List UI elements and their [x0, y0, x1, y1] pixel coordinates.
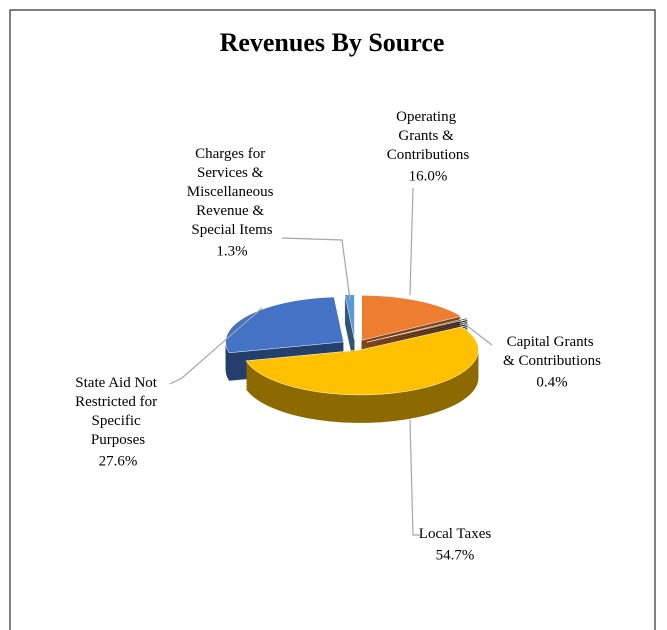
leader-line: [409, 419, 420, 536]
slice-value-label: 16.0%: [409, 168, 448, 184]
leader-line: [461, 321, 493, 346]
slice-value-label: 1.3%: [216, 243, 247, 259]
slice-label-line: Miscellaneous: [187, 184, 277, 200]
slice-label: State Aid Not Restricted for Specific Pu…: [75, 375, 161, 448]
slice-label-line: Charges for: [195, 146, 269, 162]
slice-label-line: Operating: [396, 109, 460, 125]
chart-title: Revenues By Source: [220, 28, 445, 57]
slice-label-line: Services &: [197, 165, 267, 181]
leader-line: [169, 307, 263, 385]
slice: [245, 326, 479, 396]
chart-frame: [9, 9, 656, 630]
slice-label-line: Special Items: [191, 222, 272, 238]
slice-value-label: 54.7%: [436, 547, 475, 563]
slice-value-label: 0.4%: [536, 374, 567, 390]
slice-side: [366, 320, 469, 345]
slice-label: Local Taxes: [419, 526, 492, 542]
slice-label-line: & Contributions: [503, 353, 601, 369]
slice-label-line: Local Taxes: [419, 526, 492, 542]
slice-label-line: State Aid Not: [75, 375, 160, 391]
slice-label: Capital Grants & Contributions: [503, 334, 601, 369]
slice-value-label: 27.6%: [99, 453, 138, 469]
slice: [366, 317, 469, 343]
slice-label-line: Grants &: [398, 128, 457, 144]
slice-label-line: Revenue &: [196, 203, 268, 219]
slice: [361, 295, 463, 341]
leader-line: [409, 187, 414, 296]
slice-side: [366, 324, 469, 349]
slice: [225, 296, 344, 354]
slice-label: Operating Grants & Contributions: [387, 109, 470, 163]
slice-label-line: Purposes: [91, 432, 145, 448]
slice-side: [366, 322, 469, 347]
leader-line: [281, 237, 351, 301]
slice-label-line: Restricted for: [75, 394, 161, 410]
slice-label-line: Capital Grants: [507, 334, 598, 350]
slice-label-line: Specific: [92, 413, 145, 429]
slice-label-line: Contributions: [387, 147, 470, 163]
slice-label: Charges for Services & Miscellaneous Rev…: [187, 146, 277, 238]
